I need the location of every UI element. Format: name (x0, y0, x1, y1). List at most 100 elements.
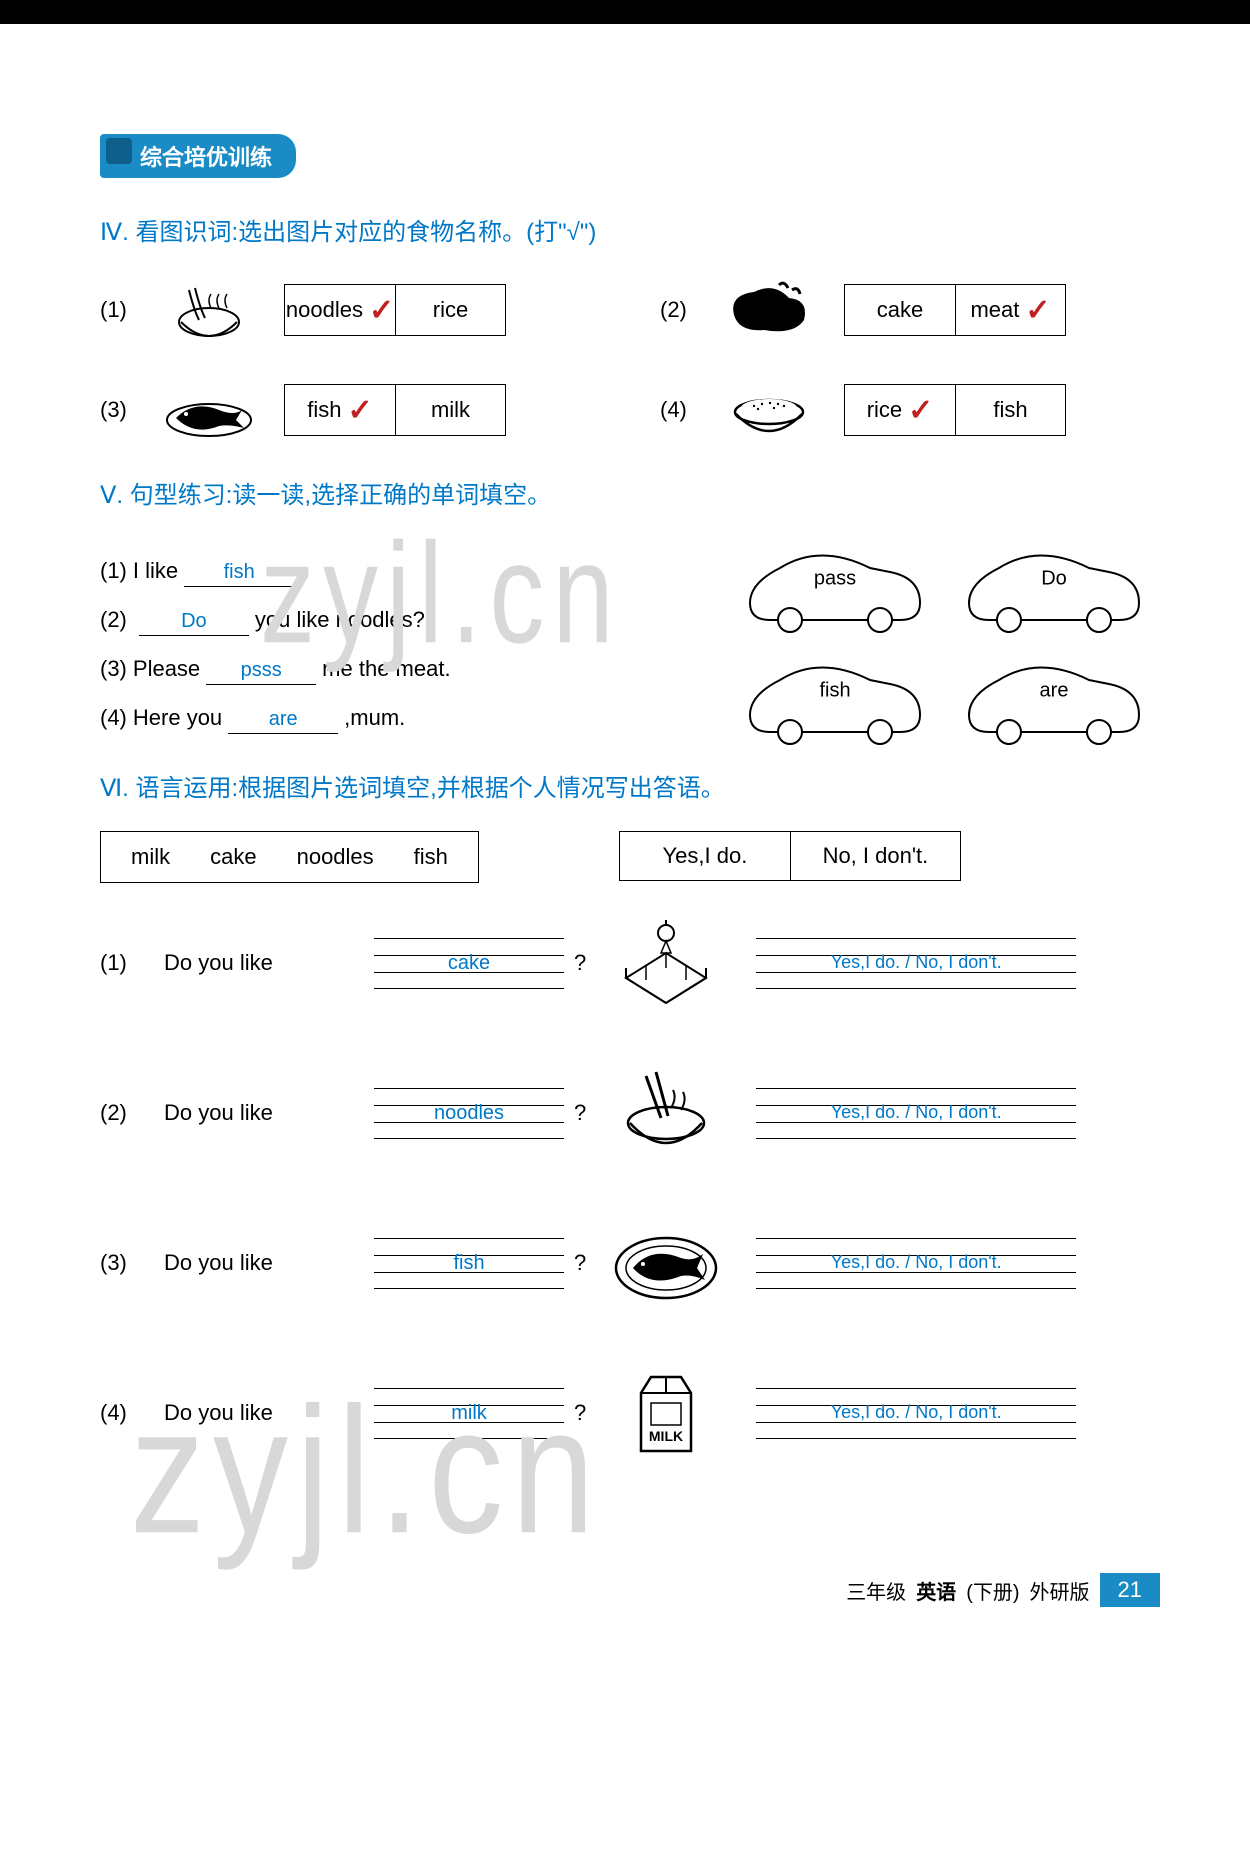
fish-plate-icon (606, 1213, 726, 1313)
option-label: rice (433, 297, 468, 323)
option-group: noodles✓ rice (284, 284, 506, 336)
svg-text:MILK: MILK (649, 1428, 683, 1444)
section-header-text: 综合培优训练 (140, 145, 272, 170)
item-number: (2) (100, 607, 127, 633)
bank-word: milk (131, 844, 170, 870)
option-label: cake (877, 297, 923, 323)
option-meat[interactable]: meat✓ (955, 285, 1065, 335)
car-option[interactable]: fish (740, 660, 930, 750)
section6-row: (2) Do you like noodles ? Yes,I do. / No… (100, 1063, 1160, 1163)
sentence-row: (2) Do you like noodles? (100, 607, 740, 636)
option-label: noodles (286, 297, 363, 323)
fill-blank[interactable]: fish (184, 561, 294, 587)
item-number: (1) (100, 297, 154, 323)
bank-answer: Yes,I do. (620, 832, 790, 880)
option-label: rice (867, 397, 902, 423)
item-number: (2) (100, 1100, 154, 1126)
page-root: 综合培优训练 Ⅳ. 看图识词:选出图片对应的食物名称。(打"√") (1) no… (0, 0, 1250, 1637)
writing-lines[interactable]: milk (374, 1388, 564, 1438)
car-label: fish (819, 679, 850, 702)
item-number: (1) (100, 558, 127, 584)
option-milk[interactable]: milk (395, 385, 505, 435)
question-text: Do you like (164, 1100, 374, 1126)
checkmark-icon: ✓ (348, 393, 373, 428)
item-number: (3) (100, 1250, 154, 1276)
section6-row: (1) Do you like cake ? Yes,I do. / No, I… (100, 913, 1160, 1013)
option-group: fish✓ milk (284, 384, 506, 436)
section-header-badge: 综合培优训练 (100, 134, 296, 178)
item-number: (4) (100, 1400, 154, 1426)
fill-blank[interactable]: Do (139, 610, 249, 636)
content-area: 综合培优训练 Ⅳ. 看图识词:选出图片对应的食物名称。(打"√") (1) no… (0, 24, 1250, 1573)
writing-lines-answer[interactable]: Yes,I do. / No, I don't. (756, 1088, 1076, 1138)
item-number: (1) (100, 950, 154, 976)
car-option[interactable]: are (959, 660, 1149, 750)
question-text: Do you like (164, 1250, 374, 1276)
option-group: cake meat✓ (844, 284, 1066, 336)
writing-lines[interactable]: noodles (374, 1088, 564, 1138)
cake-icon (606, 913, 726, 1013)
section6-row: (4) Do you like milk ? MILK Yes,I do. / … (100, 1363, 1160, 1463)
writing-lines[interactable]: fish (374, 1238, 564, 1288)
option-rice[interactable]: rice (395, 285, 505, 335)
footer-edition: 外研版 (1030, 1576, 1090, 1605)
checkmark-icon: ✓ (369, 293, 394, 328)
section6-title: Ⅵ. 语言运用:根据图片选词填空,并根据个人情况写出答语。 (100, 768, 1160, 803)
meat-icon (724, 275, 814, 345)
writing-lines-answer[interactable]: Yes,I do. / No, I don't. (756, 1238, 1076, 1288)
option-group: rice✓ fish (844, 384, 1066, 436)
footer-vol: (下册) (966, 1576, 1019, 1605)
section5-body: (1) I like fish . (2) Do you like noodle… (100, 538, 1160, 754)
bank-answer: No, I don't. (790, 832, 960, 880)
option-label: fish (993, 397, 1027, 423)
section5-sentences: (1) I like fish . (2) Do you like noodle… (100, 538, 740, 754)
section5-title: Ⅴ. 句型练习:读一读,选择正确的单词填空。 (100, 475, 1160, 510)
section6-banks: milk cake noodles fish Yes,I do. No, I d… (100, 831, 1160, 913)
fill-blank[interactable]: psss (206, 659, 316, 685)
noodle-bowl-icon (606, 1063, 726, 1163)
answer-bank: Yes,I do. No, I don't. (619, 831, 961, 881)
noodle-bowl-icon (164, 275, 254, 345)
option-rice[interactable]: rice✓ (845, 385, 955, 435)
option-fish[interactable]: fish✓ (285, 385, 395, 435)
footer-grade: 三年级 (846, 1576, 906, 1605)
section4-title: Ⅳ. 看图识词:选出图片对应的食物名称。(打"√") (100, 212, 1160, 247)
section4-item: (4) rice✓ fish (660, 375, 1066, 445)
item-number: (3) (100, 656, 127, 682)
checkmark-icon: ✓ (1025, 293, 1050, 328)
option-fish[interactable]: fish (955, 385, 1065, 435)
car-option[interactable]: pass (740, 548, 930, 638)
response-answer: Yes,I do. / No, I don't. (756, 1252, 1076, 1273)
sentence-pre: I like (133, 558, 178, 584)
sentence-row: (4) Here you are ,mum. (100, 705, 740, 734)
writing-lines-answer[interactable]: Yes,I do. / No, I don't. (756, 1388, 1076, 1438)
response-answer: Yes,I do. / No, I don't. (756, 1102, 1076, 1123)
bank-word: noodles (297, 844, 374, 870)
fish-plate-icon (164, 375, 254, 445)
writing-lines-answer[interactable]: Yes,I do. / No, I don't. (756, 938, 1076, 988)
footer-subject: 英语 (916, 1576, 956, 1605)
car-option[interactable]: Do (959, 548, 1149, 638)
writing-lines[interactable]: cake (374, 938, 564, 988)
question-mark: ? (574, 1400, 586, 1426)
sentence-row: (1) I like fish . (100, 558, 740, 587)
item-number: (4) (100, 705, 127, 731)
section5-cars: pass Do fish are (740, 538, 1160, 754)
milk-carton-icon: MILK (606, 1363, 726, 1463)
bank-answer-label: No, I don't. (823, 843, 929, 869)
option-label: milk (431, 397, 470, 423)
top-black-bar (0, 0, 1250, 24)
bank-word: fish (414, 844, 448, 870)
sentence-pre: Here you (133, 705, 222, 731)
sentence-post: ,mum. (344, 705, 405, 731)
option-cake[interactable]: cake (845, 285, 955, 335)
fill-blank[interactable]: are (228, 708, 338, 734)
sentence-row: (3) Please psss me the meat. (100, 656, 740, 685)
section4-row-2: (3) fish✓ milk (4) rice✓ fish (100, 375, 1160, 445)
response-answer: Yes,I do. / No, I don't. (756, 1402, 1076, 1423)
option-noodles[interactable]: noodles✓ (285, 285, 395, 335)
bank-word: cake (210, 844, 256, 870)
item-number: (4) (660, 397, 714, 423)
car-label: Do (1041, 567, 1067, 590)
checkmark-icon: ✓ (908, 393, 933, 428)
